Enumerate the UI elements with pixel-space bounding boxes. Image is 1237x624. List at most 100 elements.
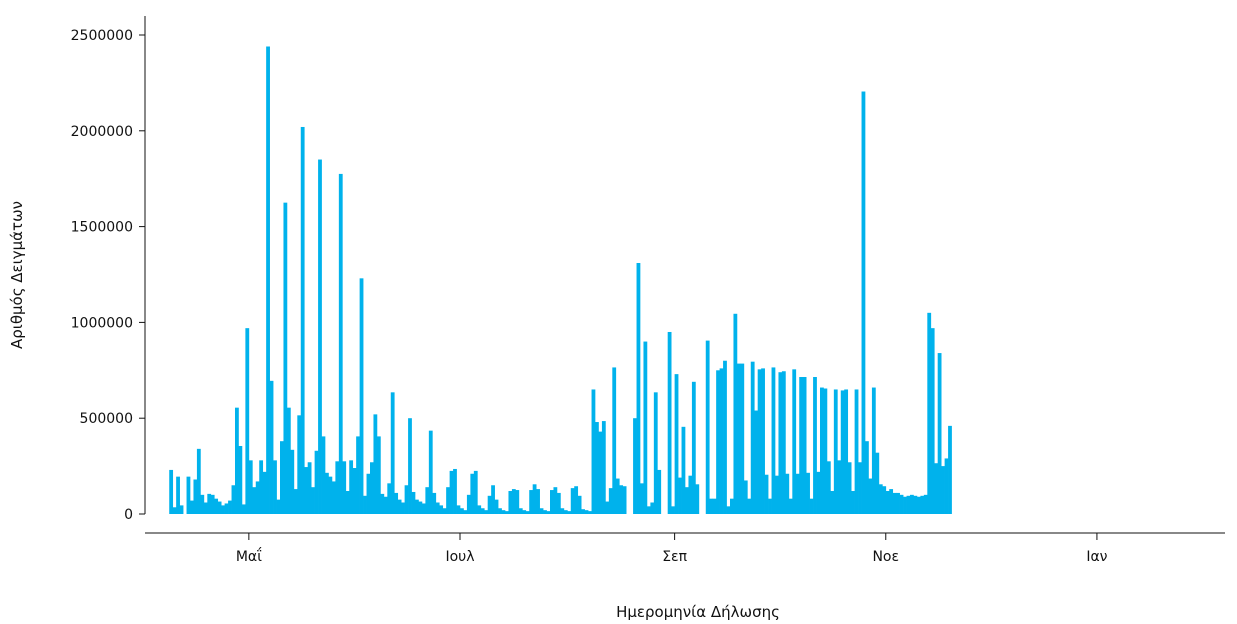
x-tick-label: Σεπ <box>662 549 687 565</box>
bar <box>169 469 174 514</box>
bar <box>494 499 499 514</box>
bar <box>505 511 509 514</box>
bar <box>248 460 253 514</box>
bar <box>498 508 502 514</box>
bar <box>820 387 824 514</box>
bar <box>757 369 762 514</box>
bar <box>349 460 354 514</box>
bar <box>716 370 720 514</box>
bar <box>730 498 734 514</box>
bar <box>916 496 921 514</box>
bar <box>473 470 478 514</box>
bar <box>591 389 596 514</box>
bar <box>508 491 513 514</box>
bar <box>331 481 336 514</box>
bar <box>515 490 520 514</box>
bar <box>858 462 862 514</box>
bar <box>245 328 250 514</box>
bar <box>899 494 904 514</box>
bar <box>196 448 201 514</box>
bar <box>304 467 309 514</box>
bar <box>847 462 852 514</box>
bar <box>553 487 558 514</box>
bar <box>314 450 319 514</box>
bar <box>761 368 765 514</box>
bar <box>788 498 793 514</box>
bar <box>799 377 804 514</box>
bar <box>404 485 409 514</box>
bar <box>428 430 433 514</box>
bar <box>646 506 651 514</box>
bar <box>210 494 215 514</box>
bar <box>522 510 527 514</box>
bar <box>273 460 277 514</box>
bar <box>681 426 686 514</box>
bar <box>636 263 641 514</box>
bar <box>605 501 610 514</box>
bar <box>622 486 627 514</box>
bar <box>511 489 516 514</box>
bar <box>615 478 620 514</box>
bar <box>840 390 845 514</box>
bar <box>543 510 547 514</box>
x-axis-title: Ημερομηνία Δήλωσης <box>616 603 780 621</box>
bar <box>736 363 741 514</box>
bar <box>376 436 381 514</box>
bar <box>733 313 738 514</box>
bar <box>806 472 810 514</box>
bar <box>854 389 859 514</box>
bar <box>529 490 534 514</box>
bar <box>484 510 489 514</box>
bar <box>241 504 246 514</box>
bar <box>865 441 869 514</box>
bar <box>477 505 482 514</box>
bar <box>892 492 897 514</box>
bar <box>743 480 748 514</box>
bar <box>266 46 270 514</box>
bar <box>775 475 779 514</box>
bar <box>903 496 907 514</box>
bar <box>525 511 530 514</box>
bar <box>363 495 367 514</box>
bar <box>910 494 914 514</box>
bar <box>795 473 800 514</box>
bar <box>550 490 554 514</box>
bar <box>771 367 776 514</box>
bar <box>190 500 194 514</box>
bar <box>352 468 357 514</box>
bar <box>311 487 315 514</box>
bar <box>390 392 395 514</box>
bar <box>307 462 312 514</box>
bar <box>913 495 918 514</box>
bar <box>747 498 752 514</box>
y-tick-label: 1000000 <box>71 315 133 331</box>
bar <box>633 418 637 514</box>
bar <box>643 341 648 514</box>
bar <box>896 492 900 514</box>
bar <box>439 505 444 514</box>
bar <box>809 498 814 514</box>
bar <box>518 508 523 514</box>
bar <box>532 484 537 514</box>
bar <box>826 461 831 514</box>
bar <box>321 436 326 514</box>
bar <box>380 493 385 514</box>
bar <box>487 495 492 514</box>
bar <box>871 387 876 514</box>
bar <box>574 486 579 514</box>
bar <box>411 491 416 514</box>
bar <box>290 449 295 514</box>
bar <box>480 508 485 514</box>
bar <box>802 377 807 514</box>
y-tick-label: 0 <box>124 507 133 523</box>
bar <box>536 489 540 514</box>
bar <box>584 510 589 514</box>
bar <box>338 173 343 514</box>
bar <box>207 493 212 514</box>
bar <box>501 510 506 514</box>
bar <box>885 491 890 514</box>
bar <box>383 496 388 514</box>
bar <box>889 489 894 514</box>
bar <box>691 381 696 514</box>
bar <box>768 498 772 514</box>
